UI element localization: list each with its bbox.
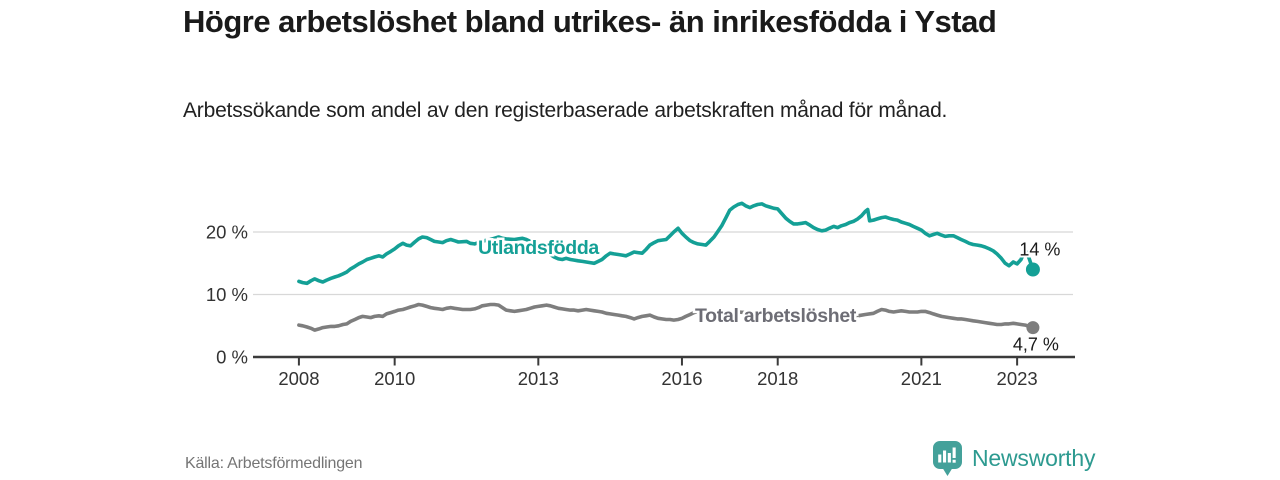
y-tick-label: 20 % [206,222,248,243]
series-end-value-utlandsf-dda: 14 % [1019,240,1060,260]
x-tick-label: 2023 [997,368,1038,389]
series-end-dot-total-arbetsl-shet [1026,321,1040,335]
y-tick-label: 10 % [206,284,248,305]
series-end-dot-utlandsf-dda [1025,262,1040,277]
x-tick-label: 2013 [518,368,559,389]
y-tick-label: 0 % [216,347,248,368]
source-note: Källa: Arbetsförmedlingen [185,455,363,472]
chart-subtitle: Arbetssökande som andel av den registerb… [183,99,948,122]
unemployment-line-chart: 0 % 10 % 20 % 2008 2010 2013 2016 2018 2021 2023 U… [206,201,1075,389]
series-label-total-arbetsl-shet: Total arbetslöshet [695,305,857,327]
newsworthy-pin-barchart-icon [933,441,962,476]
newsworthy-logo: Newsworthy [932,440,1095,477]
series-line-total-arbetsl-shet [297,302,1035,332]
newsworthy-wordmark: Newsworthy [972,445,1096,471]
page-title: Högre arbetslöshet bland utrikes- än inr… [183,4,997,39]
x-tick-label: 2021 [901,368,942,389]
series-end-value-total-arbetsl-shet: 4,7 % [1013,335,1059,355]
x-tick-label: 2016 [661,368,702,389]
x-tick-label: 2010 [374,368,415,389]
x-tick-label: 2008 [278,368,319,389]
series-line-utlandsf-dda [297,201,1035,286]
series-label-utlandsf-dda: Utlandsfödda [478,237,599,259]
x-tick-label: 2018 [757,368,798,389]
